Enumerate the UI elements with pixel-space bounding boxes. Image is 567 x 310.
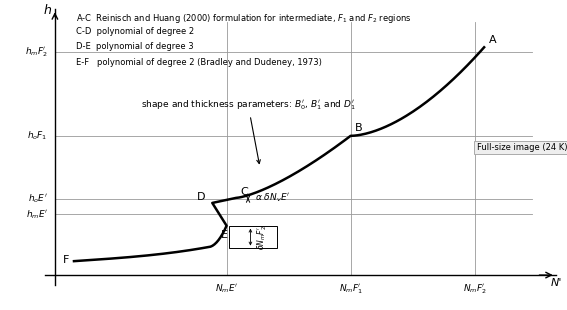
Text: Full-size image (24 K): Full-size image (24 K) [476,143,567,152]
Text: shape and thickness parameters: $B_0'$, $B_1'$ and $D_1'$: shape and thickness parameters: $B_0'$, … [141,99,356,164]
Text: $h_mE'$: $h_mE'$ [26,208,48,221]
Text: A: A [489,35,497,45]
Text: $N_mF_1'$: $N_mF_1'$ [338,283,362,296]
Text: $\alpha$ $\delta N_v E'$: $\alpha$ $\delta N_v E'$ [255,192,290,204]
Text: E-F   polynomial of degree 2 (Bradley and Dudeney, 1973): E-F polynomial of degree 2 (Bradley and … [76,58,322,67]
Text: h: h [44,4,52,17]
Text: D: D [197,192,205,202]
Text: $h_oE'$: $h_oE'$ [28,193,48,206]
Text: A-C  Reinisch and Huang (2000) formulation for intermediate, $F_1$ and $F_2$ reg: A-C Reinisch and Huang (2000) formulatio… [76,12,411,25]
Text: F: F [63,255,69,265]
Text: C: C [240,187,248,197]
Text: E: E [221,229,228,240]
Bar [229,226,277,249]
Text: D-E  polynomial of degree 3: D-E polynomial of degree 3 [76,42,193,51]
Text: $h_oF_1$: $h_oF_1$ [27,130,48,142]
Text: $N_mF_2'$: $N_mF_2'$ [463,283,486,296]
Text: $h_mF_2'$: $h_mF_2'$ [25,46,48,59]
Text: $\delta N_mF_2'$: $\delta N_mF_2'$ [256,224,269,250]
Text: N': N' [551,278,562,288]
Text: $N_mE'$: $N_mE'$ [215,283,238,295]
Text: B: B [356,123,363,133]
Text: C-D  polynomial of degree 2: C-D polynomial of degree 2 [76,27,194,36]
